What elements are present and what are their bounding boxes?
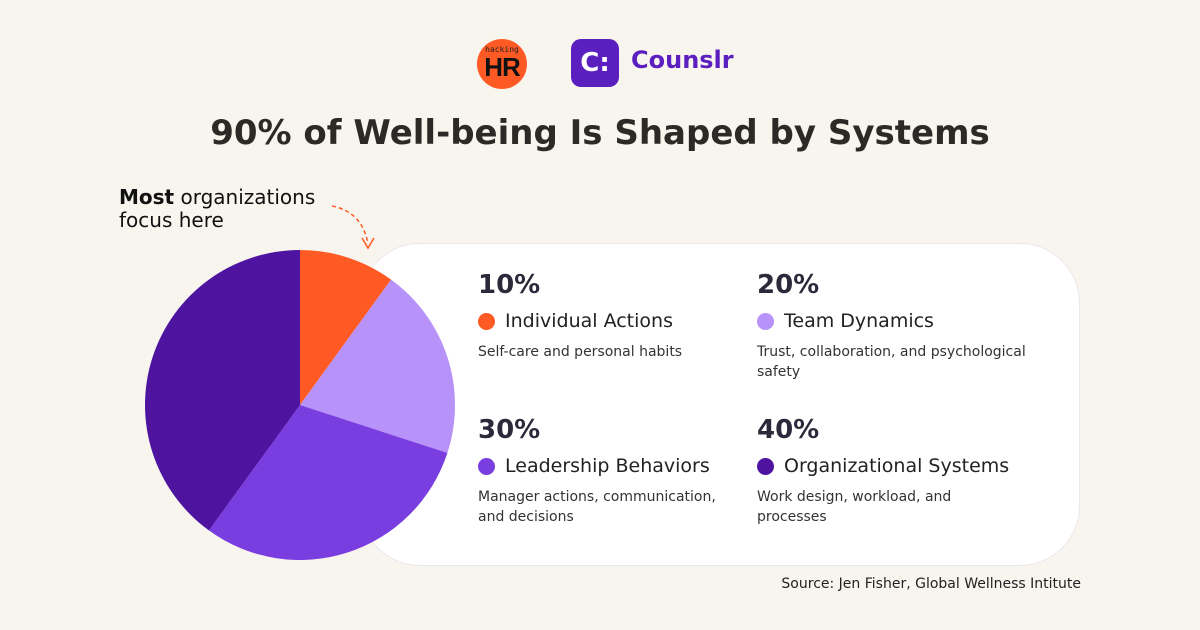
pie-slice-individual-actions <box>300 250 392 405</box>
annotation: Most organizations focus here <box>119 186 315 232</box>
legend-label: Leadership Behaviors <box>505 455 710 477</box>
legend-dot <box>757 457 774 475</box>
source-note: Source: Jen Fisher, Global Wellness Inti… <box>781 576 1081 592</box>
legend-dot <box>757 312 774 330</box>
arrow-head-icon <box>361 237 375 250</box>
legend-item: 20% Team Dynamics Trust, collaboration, … <box>757 270 1067 382</box>
legend-item: 10% Individual Actions Self-care and per… <box>478 270 788 362</box>
legend-label: Organizational Systems <box>784 455 1010 477</box>
legend-item: 30% Leadership Behaviors Manager actions… <box>478 415 788 527</box>
annotation-arrow-icon <box>331 205 369 245</box>
pie-slice-organizational-systems <box>144 250 300 531</box>
annotation-line2: focus here <box>119 208 224 232</box>
legend-card: 10% Individual Actions Self-care and per… <box>360 243 1080 566</box>
legend-label: Team Dynamics <box>784 310 934 332</box>
logo-text-big: HR <box>484 52 521 82</box>
hacking-hr-logo: hacking HR <box>477 39 527 89</box>
page-title: 90% of Well-being Is Shaped by Systems <box>210 113 990 153</box>
legend-desc: Work design, workload, and processes <box>757 489 952 525</box>
legend-pct: 30% <box>478 415 541 445</box>
legend-desc: Self-care and personal habits <box>478 344 683 360</box>
legend-pct: 40% <box>757 415 820 445</box>
legend-desc: Trust, collaboration, and psychological … <box>757 344 1026 380</box>
annotation-bold: Most <box>119 185 175 209</box>
logo-text-small: hacking <box>485 45 519 54</box>
annotation-rest: organizations <box>174 185 316 209</box>
legend-pct: 10% <box>478 270 541 300</box>
pie-slice-leadership-behaviors <box>208 405 448 561</box>
counslr-brand-name: Counslr <box>631 46 734 74</box>
legend-dot <box>478 312 495 330</box>
legend-item: 40% Organizational Systems Work design, … <box>757 415 1067 527</box>
legend-dot <box>478 457 495 475</box>
pie-slice-team-dynamics <box>300 279 455 453</box>
legend-pct: 20% <box>757 270 820 300</box>
legend-label: Individual Actions <box>505 310 673 332</box>
counslr-logo: C: <box>571 39 619 87</box>
legend-desc: Manager actions, communication, and deci… <box>478 489 716 525</box>
